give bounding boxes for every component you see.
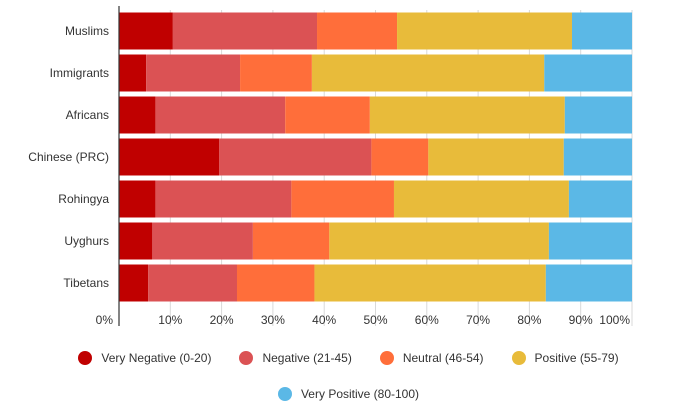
bar-segment	[119, 180, 156, 218]
bar-segment	[148, 264, 237, 302]
bar-segment	[563, 138, 632, 176]
legend-item-very-negative: Very Negative (0-20)	[78, 351, 211, 365]
legend-swatch-very-positive	[277, 387, 292, 401]
legend-item-neutral: Neutral (46-54)	[379, 351, 484, 365]
bar-segment	[236, 264, 315, 302]
bar-segment	[548, 222, 632, 260]
bar-segment	[119, 54, 147, 92]
x-tick-label: 40%	[312, 313, 336, 327]
x-tick-label: 10%	[158, 313, 182, 327]
bar-segment	[119, 138, 220, 176]
legend-label-very-negative: Very Negative (0-20)	[101, 351, 212, 365]
bar-segment	[311, 54, 545, 92]
x-tick-label: 70%	[466, 313, 490, 327]
legend-swatch-positive	[511, 351, 526, 365]
x-tick-label: 30%	[261, 313, 285, 327]
bar-segment	[329, 222, 549, 260]
bar-segment	[393, 180, 569, 218]
stacked-bar-chart: Muslims Immigrants Africans Chinese (PRC) Ro…	[28, 6, 633, 327]
bar-segment	[119, 96, 156, 134]
category-label: Uyghurs	[64, 234, 109, 248]
x-tick-label: 20%	[210, 313, 234, 327]
bar-segment	[314, 264, 546, 302]
bar-segment	[564, 96, 632, 134]
x-tick-label: 60%	[415, 313, 439, 327]
category-label: Chinese (PRC)	[28, 150, 109, 164]
bar-segment	[155, 96, 286, 134]
category-label: Immigrants	[50, 66, 109, 80]
bar-segment	[152, 222, 253, 260]
bar-segment	[545, 264, 632, 302]
bar-segment	[172, 12, 318, 50]
category-label: Africans	[66, 108, 109, 122]
legend-swatch-negative	[239, 351, 254, 365]
bar-segment	[544, 54, 632, 92]
x-tick-label: 50%	[363, 313, 387, 327]
bar-segment	[155, 180, 292, 218]
bar-segment	[240, 54, 312, 92]
x-tick-label: 0%	[96, 313, 114, 327]
legend-label-neutral: Neutral (46-54)	[402, 351, 484, 365]
legend-label-negative: Negative (21-45)	[262, 351, 352, 365]
bar-segment	[219, 138, 372, 176]
category-label: Tibetans	[63, 276, 109, 290]
category-label: Rohingya	[58, 192, 109, 206]
bar-segment	[285, 96, 370, 134]
legend-item-very-positive: Very Positive (80-100)	[277, 387, 420, 401]
x-tick-label: 80%	[517, 313, 541, 327]
bar-segment	[119, 222, 153, 260]
bar-segment	[317, 12, 398, 50]
legend-label-very-positive: Very Positive (80-100)	[300, 387, 420, 401]
legend-swatch-neutral	[379, 351, 394, 365]
category-label: Muslims	[65, 24, 109, 38]
bar-segment	[371, 138, 429, 176]
bar-segment	[119, 12, 173, 50]
bar-segment	[571, 12, 632, 50]
legend-row-2: Very Positive (80-100)	[0, 381, 697, 407]
x-tick-label: 90%	[569, 313, 593, 327]
legend-item-positive: Positive (55-79)	[511, 351, 619, 365]
legend-swatch-very-negative	[78, 351, 93, 365]
bar-segment	[397, 12, 572, 50]
bar-segment	[146, 54, 241, 92]
legend-label-positive: Positive (55-79)	[534, 351, 619, 365]
bar-segment	[428, 138, 564, 176]
legend: Very Negative (0-20) Negative (21-45) Ne…	[0, 345, 697, 417]
bar-segment	[568, 180, 632, 218]
legend-row-1: Very Negative (0-20) Negative (21-45) Ne…	[0, 345, 697, 371]
legend-item-negative: Negative (21-45)	[239, 351, 352, 365]
bar-segment	[119, 264, 149, 302]
x-tick-label: 100%	[599, 313, 630, 327]
bar-segment	[369, 96, 565, 134]
bar-segment	[291, 180, 394, 218]
bar-segment	[252, 222, 330, 260]
